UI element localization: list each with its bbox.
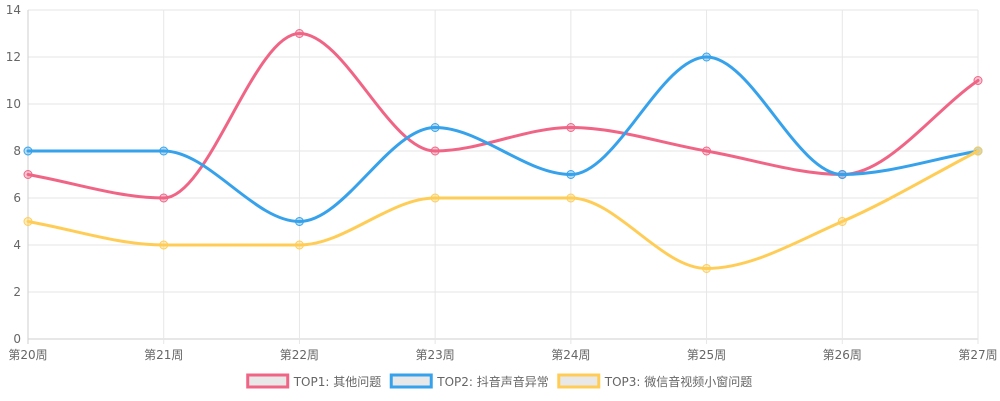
x-tick-label: 第21周 (144, 348, 183, 362)
legend-label: TOP1: 其他问题 (293, 375, 382, 389)
series-1 (23, 29, 983, 203)
data-point (837, 217, 847, 226)
y-tick-label: 0 (13, 332, 21, 346)
axis-layer: 0 2 4 6 8 10 12 14 第20周 第21周 第22周 第23周 第24周 第25周 第26周 第… (6, 3, 998, 362)
x-tick-label: 第23周 (416, 348, 455, 362)
legend-item-3: TOP3: 微信音视频小窗问题 (557, 373, 753, 389)
y-tick-label: 14 (6, 3, 21, 17)
data-point (294, 240, 304, 250)
data-point (23, 170, 33, 179)
series-line (26, 32, 980, 200)
legend-swatch (557, 373, 601, 389)
data-point (159, 193, 169, 203)
legend-swatch (389, 373, 433, 389)
data-point (159, 146, 169, 156)
data-point (702, 52, 712, 62)
grid-layer (27, 9, 979, 344)
x-tick-label: 第20周 (8, 348, 47, 362)
data-point (159, 240, 169, 250)
data-point (566, 123, 576, 132)
data-point (566, 170, 576, 179)
x-tick-label: 第26周 (823, 348, 862, 362)
data-point (23, 146, 33, 156)
data-point (702, 264, 712, 273)
legend-label: TOP3: 微信音视频小窗问题 (604, 374, 753, 389)
y-tick-label: 2 (13, 285, 21, 299)
data-point (702, 146, 712, 156)
data-point (837, 170, 847, 179)
legend-swatch (246, 373, 290, 389)
legend-item-1: TOP1: 其他问题 (246, 373, 382, 389)
x-tick-label: 第25周 (687, 348, 726, 362)
data-point (973, 76, 983, 85)
data-point (430, 193, 440, 203)
series-3 (23, 146, 983, 273)
data-point (566, 193, 576, 203)
y-tick-label: 8 (13, 144, 21, 158)
series-line (26, 149, 980, 270)
data-point (973, 146, 983, 156)
data-point (430, 146, 440, 156)
series-layer (23, 29, 983, 273)
data-point (294, 29, 304, 38)
y-tick-label: 4 (13, 238, 21, 252)
x-tick-label: 第24周 (551, 348, 590, 362)
y-tick-label: 10 (6, 97, 21, 111)
legend-item-2: TOP2: 抖音声音异常 (389, 373, 549, 389)
data-point (294, 217, 304, 226)
x-tick-label: 第22周 (280, 348, 319, 362)
data-point (23, 217, 33, 226)
x-tick-label: 第27周 (958, 348, 997, 362)
y-tick-label: 12 (6, 50, 21, 64)
series-line (26, 55, 980, 223)
legend-label: TOP2: 抖音声音异常 (436, 374, 549, 389)
data-point (430, 123, 440, 132)
y-tick-label: 6 (13, 191, 21, 205)
legend: TOP1: 其他问题 TOP2: 抖音声音异常 TOP3: 微信音视频小窗问题 (246, 373, 753, 389)
